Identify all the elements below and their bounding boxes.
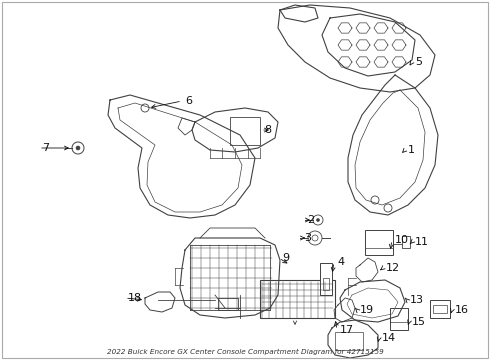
Bar xyxy=(260,280,335,318)
Circle shape xyxy=(76,146,80,150)
Text: 11: 11 xyxy=(415,237,429,247)
Text: 13: 13 xyxy=(410,295,424,305)
Text: 2022 Buick Encore GX Center Console Compartment Diagram for 42715159: 2022 Buick Encore GX Center Console Comp… xyxy=(107,349,383,355)
Text: 12: 12 xyxy=(386,263,400,273)
Text: 3: 3 xyxy=(304,233,311,243)
Bar xyxy=(433,305,447,313)
Text: 6: 6 xyxy=(185,96,192,106)
Text: 18: 18 xyxy=(128,293,142,303)
Text: 14: 14 xyxy=(382,333,396,343)
Text: 17: 17 xyxy=(340,325,354,335)
Bar xyxy=(323,278,329,290)
Text: 1: 1 xyxy=(408,145,415,155)
Text: 7: 7 xyxy=(42,143,49,153)
Bar xyxy=(402,236,410,248)
Text: 8: 8 xyxy=(264,125,271,135)
Circle shape xyxy=(317,219,319,221)
Text: 9: 9 xyxy=(282,253,289,263)
Text: 16: 16 xyxy=(455,305,469,315)
Bar xyxy=(365,230,393,255)
Text: 4: 4 xyxy=(337,257,344,267)
Bar xyxy=(320,263,332,295)
Text: 19: 19 xyxy=(360,305,374,315)
Text: 10: 10 xyxy=(395,235,409,245)
Bar xyxy=(430,300,450,318)
Bar xyxy=(230,117,260,145)
Text: 15: 15 xyxy=(412,317,426,327)
Bar xyxy=(390,308,408,330)
Text: 5: 5 xyxy=(415,57,422,67)
Text: 2: 2 xyxy=(307,215,314,225)
Bar xyxy=(218,298,238,310)
Bar xyxy=(335,332,363,350)
